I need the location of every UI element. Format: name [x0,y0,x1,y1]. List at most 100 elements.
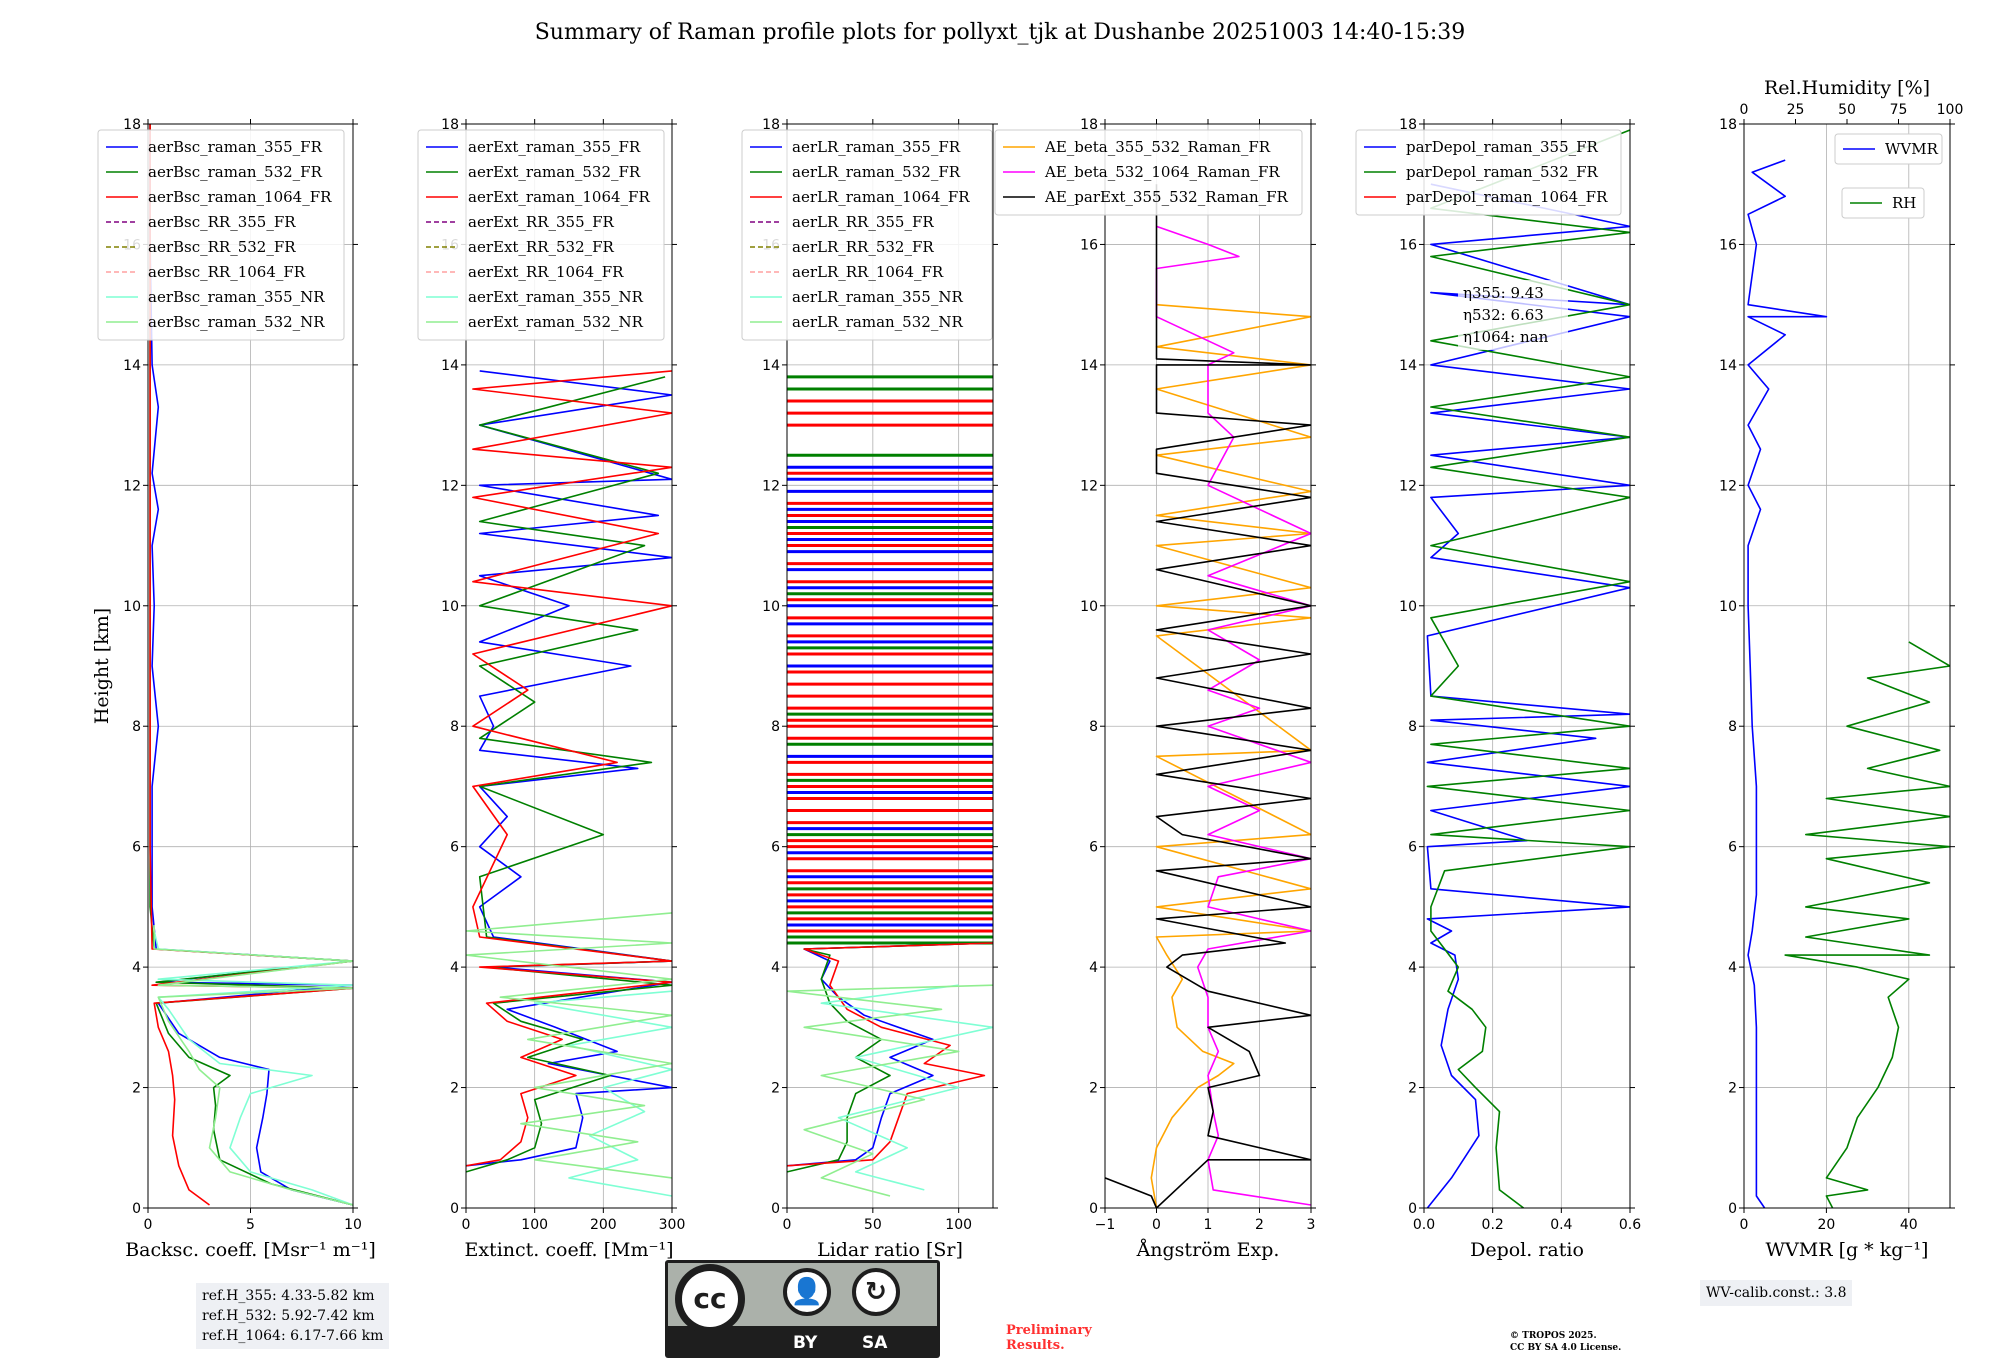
y-tick-label: 14 [441,358,459,374]
y-tick-label: 12 [441,478,459,494]
y-tick-label: 12 [1080,478,1098,494]
y-tick-label: 14 [762,358,780,374]
legend-label: aerBsc_RR_1064_FR [148,263,306,281]
y-tick-label: 18 [1399,117,1417,133]
y-tick-label: 12 [123,478,141,494]
legend-ext: aerExt_raman_355_FR aerExt_raman_532_FRae… [417,129,665,341]
x2-tick-label: 25 [1787,102,1805,118]
annotation-line: η1064: nan [1463,328,1549,346]
x-tick-label: 300 [659,1217,686,1233]
legend-label: parDepol_raman_355_FR [1406,138,1599,156]
x-tick-label: 0.2 [1482,1217,1504,1233]
plot-area-lr [787,375,993,1197]
y-tick-label: 12 [1399,478,1417,494]
y-tick-label: 8 [771,719,780,735]
cc-license-badge: cc 👤 ↻ BY SA [665,1260,940,1358]
legend-frame [1841,187,1925,219]
series-aerExt_raman_1064_FR [466,370,672,1167]
y-tick-label: 6 [1408,840,1417,856]
x-tick-label: 0 [1740,1217,1749,1233]
y-tick-label: 18 [1719,117,1737,133]
x-tick-label: 20 [1817,1217,1835,1233]
annotation-line: η355: 9.43 [1463,284,1544,302]
series-aerLR_raman_355_FR [787,942,993,1167]
annotation-box [1458,280,1568,350]
x-tick-label: 10 [344,1217,362,1233]
copyright-note: © TROPOS 2025. CC BY SA 4.0 License. [1510,1330,1621,1354]
y-tick-label: 4 [1089,960,1098,976]
ref-height-532: ref.H_532: 5.92-7.42 km [202,1308,375,1324]
plot-area-ext [466,370,672,1197]
y-tick-label: 16 [1080,237,1098,253]
y-tick-label: 10 [123,599,141,615]
y-tick-label: 8 [132,719,141,735]
legend-label: AE_beta_355_532_Raman_FR [1044,138,1271,156]
x-axis-label-ae: Ångström Exp. [1136,1239,1280,1261]
axes-frame-ext [465,123,673,1209]
legend-label: RH [1892,194,1916,212]
x-tick-label: 0.0 [1413,1217,1435,1233]
ref-height-355: ref.H_355: 4.33-5.82 km [202,1288,375,1304]
y-tick-label: 18 [1080,117,1098,133]
legend-label: aerBsc_RR_532_FR [148,238,296,256]
wv-calib-const: WV-calib.const.: 3.8 [1706,1285,1847,1301]
y-tick-label: 18 [123,117,141,133]
y-tick-label: 18 [762,117,780,133]
reference-height-box: ref.H_355: 4.33-5.82 km ref.H_532: 5.92-… [196,1283,390,1349]
legend-bsc: aerBsc_raman_355_FR aerBsc_raman_532_FRae… [97,129,345,341]
copyright-line-1: © TROPOS 2025. [1510,1331,1597,1341]
y-tick-label: 2 [771,1081,780,1097]
axes-frame-lr [786,123,994,1209]
legend-label: aerLR_raman_532_FR [792,163,961,181]
x-tick-label: 0.4 [1550,1217,1572,1233]
series-WVMR [1747,159,1828,1208]
copyright-line-2: CC BY SA 4.0 License. [1510,1343,1622,1353]
cc-by-label: BY [793,1333,818,1353]
legend-label: aerLR_RR_1064_FR [792,263,944,281]
plot-area-wv [1747,159,1950,1208]
x-axis-label-bsc: Backsc. coeff. [Msr⁻¹ m⁻¹] [125,1239,376,1261]
legend-label: aerLR_raman_1064_FR [792,188,970,206]
legend-label: aerExt_RR_1064_FR [468,263,624,281]
y-tick-label: 14 [1080,358,1098,374]
wv-calibration-box: WV-calib.const.: 3.8 [1700,1280,1853,1306]
y-tick-label: 16 [1719,237,1737,253]
legend-frame [97,129,345,341]
y-tick-label: 4 [1408,960,1417,976]
legend-label: aerBsc_raman_532_FR [148,163,323,181]
legend-label: aerExt_raman_355_FR [468,138,641,156]
plot-area-bsc [149,124,353,1206]
y-tick-label: 14 [123,358,141,374]
legend-frame [1834,133,1943,165]
ref-height-1064: ref.H_1064: 6.17-7.66 km [202,1328,384,1344]
series-AE_beta_355_532_Raman_FR [1150,303,1311,1208]
x-tick-label: 3 [1307,1217,1316,1233]
legend-label: aerExt_raman_1064_FR [468,188,650,206]
legend-label: aerExt_RR_532_FR [468,238,615,256]
series-AE_parExt_355_532_Raman_FR [1105,184,1311,1208]
preliminary-line-2: Results. [1006,1338,1065,1353]
y-tick-label: 10 [1080,599,1098,615]
depol-calibration-annotation: η355: 9.43 η532: 6.63 η1064: nan [1458,280,1568,350]
panel-depol: 0 2 4 6 8 10 12 14 16 18 0.0 0.2 0.4 0.6 Depol. ratio p… [1355,117,1641,1261]
series-RH [1784,641,1950,1208]
series-aerLR_raman_355_NR [820,984,993,1191]
y-tick-label: 10 [762,599,780,615]
series-aerBsc_raman_532_NR [153,925,353,1206]
axes-frame-wv [1743,123,1951,1209]
y-tick-label: 8 [450,719,459,735]
y-tick-label: 2 [1728,1081,1737,1097]
x2-tick-label: 75 [1890,102,1908,118]
y-tick-label: 10 [1399,599,1417,615]
x-tick-label: 0.6 [1619,1217,1641,1233]
plot-area-ae [1105,184,1311,1208]
legend-label: aerExt_raman_355_NR [468,288,644,306]
x-axis-label-ext: Extinct. coeff. [Mm⁻¹] [464,1239,673,1261]
y-tick-label: 8 [1408,719,1417,735]
figure-title: Summary of Raman profile plots for polly… [534,20,1466,45]
cc-logo-text: cc [682,1271,738,1327]
x-tick-label: 5 [246,1217,255,1233]
plot-area-depol [1426,129,1630,1208]
